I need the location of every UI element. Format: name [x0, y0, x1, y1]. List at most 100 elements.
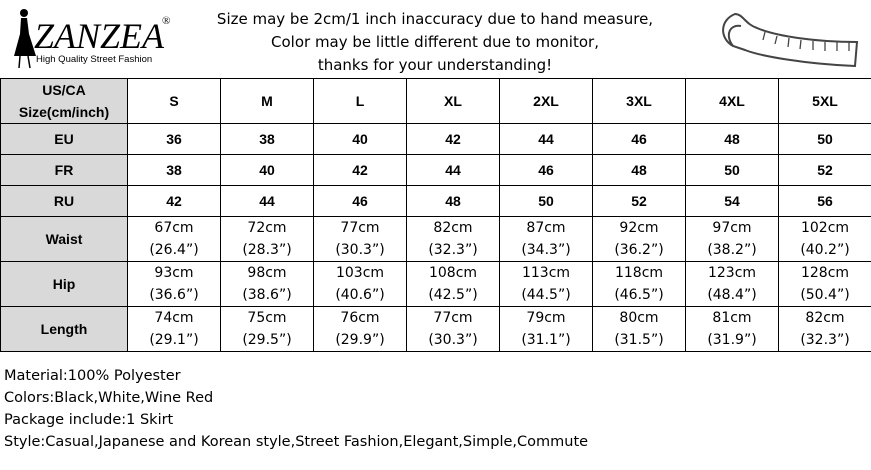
cell-text: 98cm — [247, 265, 287, 281]
cell: 79cm (31.1”) — [499, 306, 593, 352]
cell-text: (31.1”) — [521, 332, 571, 348]
header-cell: 3XL — [592, 78, 686, 124]
cell-text: (42.5”) — [428, 287, 478, 303]
row-label-text: Hip — [52, 276, 76, 292]
cell: 82cm (32.3”) — [778, 306, 871, 352]
cell: 102cm (40.2”) — [778, 216, 871, 262]
cell: 81cm (31.9”) — [685, 306, 779, 352]
cell-text: (31.9”) — [707, 332, 757, 348]
cell: 77cm (30.3”) — [313, 216, 407, 262]
cell: 93cm (36.6”) — [127, 261, 221, 307]
row-label: FR — [0, 154, 128, 186]
cell: 52 — [778, 154, 871, 186]
cell: 54 — [685, 185, 779, 217]
cell-text: 46 — [538, 162, 554, 178]
cell: 128cm (50.4”) — [778, 261, 871, 307]
cell-text: (34.3”) — [521, 242, 571, 258]
cell-text: 76cm — [340, 310, 380, 326]
cell-text: 54 — [724, 193, 740, 209]
cell: 48 — [685, 123, 779, 155]
header-text: M — [261, 93, 273, 109]
cell: 123cm (48.4”) — [685, 261, 779, 307]
cell: 97cm (38.2”) — [685, 216, 779, 262]
header-text: S — [169, 93, 179, 109]
header-text: Size(cm/inch) — [18, 104, 110, 120]
cell-text: 48 — [445, 193, 461, 209]
cell-text: 44 — [259, 193, 275, 209]
cell-text: 52 — [631, 193, 647, 209]
cell-text: (29.5”) — [242, 332, 292, 348]
table-row: EU 36 38 40 42 44 46 48 50 — [0, 123, 871, 155]
cell-text: 75cm — [247, 310, 287, 326]
tagline: High Quality Street Fashion — [36, 54, 152, 65]
cell-text: 50 — [538, 193, 554, 209]
header-text: US/CA — [42, 82, 86, 98]
header-row: US/CA Size(cm/inch) S M L XL 2XL 3XL 4XL 5XL — [0, 78, 871, 124]
cell-text: 123cm — [707, 265, 757, 281]
cell: 36 — [127, 123, 221, 155]
cell-text: 44 — [445, 162, 461, 178]
notice: Size may be 2cm/1 inch inaccuracy due to… — [180, 8, 690, 77]
row-label-text: Waist — [45, 231, 83, 247]
cell: 80cm (31.5”) — [592, 306, 686, 352]
header-text: 3XL — [626, 93, 652, 109]
table-row: Length 74cm (29.1”) 75cm (29.5”) 76cm (29.9”) 7… — [0, 306, 871, 352]
cell-text: (48.4”) — [707, 287, 757, 303]
header-cell: 2XL — [499, 78, 593, 124]
cell-text: 50 — [817, 131, 833, 147]
header-text: XL — [444, 93, 462, 109]
cell-text: (40.6”) — [335, 287, 385, 303]
cell-text: 118cm — [614, 265, 664, 281]
table-row: Hip 93cm (36.6”) 98cm (38.6”) 103cm (40.6”) 108… — [0, 261, 871, 307]
cell-text: 74cm — [154, 310, 194, 326]
cell-text: 82cm — [433, 220, 473, 236]
cell: 113cm (44.5”) — [499, 261, 593, 307]
cell: 77cm (30.3”) — [406, 306, 500, 352]
header-cell: L — [313, 78, 407, 124]
cell-text: (29.9”) — [335, 332, 385, 348]
cell-text: 103cm — [335, 265, 385, 281]
header-cell: S — [127, 78, 221, 124]
cell: 50 — [499, 185, 593, 217]
row-label: Length — [0, 306, 128, 352]
detail-line: Colors:Black,White,Wine Red — [4, 390, 214, 406]
details: Material:100% Polyester Colors:Black,Whit… — [4, 365, 588, 453]
row-label: Hip — [0, 261, 128, 307]
cell-text: 48 — [724, 131, 740, 147]
cell-text: 52 — [817, 162, 833, 178]
cell-text: (36.6”) — [149, 287, 199, 303]
cell-text: 79cm — [526, 310, 566, 326]
cell-text: (32.3”) — [800, 332, 850, 348]
cell: 92cm (36.2”) — [592, 216, 686, 262]
cell-text: 42 — [352, 162, 368, 178]
header-text: L — [355, 93, 365, 109]
cell-text: 87cm — [526, 220, 566, 236]
detail-line: Package include:1 Skirt — [4, 412, 174, 428]
cell: 38 — [127, 154, 221, 186]
cell: 52 — [592, 185, 686, 217]
cell: 118cm (46.5”) — [592, 261, 686, 307]
header-text: 4XL — [719, 93, 745, 109]
cell: 103cm (40.6”) — [313, 261, 407, 307]
cell-text: 108cm — [428, 265, 478, 281]
logo-mark: ® — [162, 15, 170, 27]
notice-line: thanks for your understanding! — [317, 56, 553, 74]
notice-line: Size may be 2cm/1 inch inaccuracy due to… — [216, 10, 654, 28]
cell-text: 36 — [166, 131, 182, 147]
row-label: EU — [0, 123, 128, 155]
cell-text: 77cm — [433, 310, 473, 326]
cell-text: (44.5”) — [521, 287, 571, 303]
header-text: 2XL — [533, 93, 559, 109]
cell-text: (38.6”) — [242, 287, 292, 303]
cell: 72cm (28.3”) — [220, 216, 314, 262]
cell: 98cm (38.6”) — [220, 261, 314, 307]
cell-text: 50 — [724, 162, 740, 178]
cell-text: (40.2”) — [800, 242, 850, 258]
cell-text: 128cm — [800, 265, 850, 281]
cell: 46 — [499, 154, 593, 186]
logo-text: ZANZEA — [34, 16, 165, 56]
table-row: Waist 67cm (26.4”) 72cm (28.3”) 77cm (30.3”) 82… — [0, 216, 871, 262]
cell: 75cm (29.5”) — [220, 306, 314, 352]
cell-text: 97cm — [712, 220, 752, 236]
logo: ZANZEA ® High Quality Street Fashion — [14, 9, 170, 69]
